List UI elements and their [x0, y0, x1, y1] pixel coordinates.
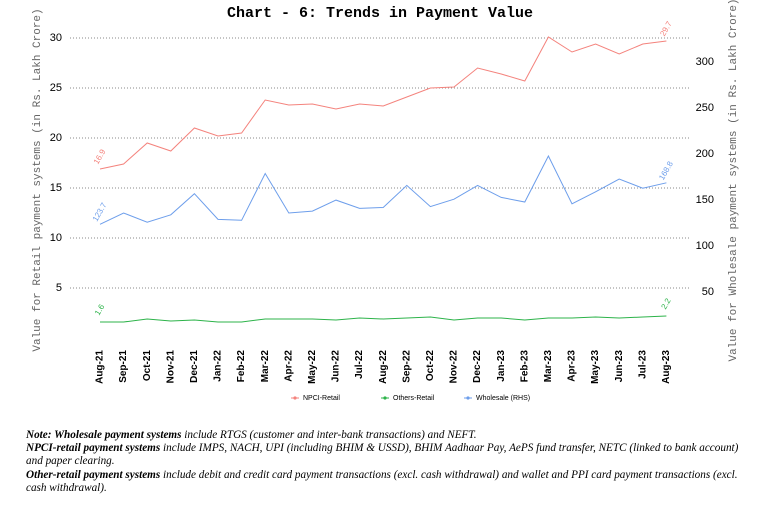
x-tick-label: Oct-22 [425, 350, 436, 382]
x-tick-label: Apr-22 [283, 350, 294, 382]
legend-marker [466, 396, 470, 400]
data-label: 29.7 [658, 19, 674, 37]
y2-tick-label: 250 [696, 102, 714, 114]
note-text: include IMPS, NACH, UPI (including BHIM … [26, 442, 739, 468]
data-label: 1.6 [93, 302, 107, 317]
legend-label: NPCI-Retail [303, 395, 340, 402]
x-tick-label: Oct-21 [142, 350, 153, 382]
note-bold: Note: Wholesale payment systems [26, 429, 182, 441]
x-tick-label: Mar-23 [543, 350, 554, 383]
y-tick-label: 10 [50, 232, 62, 244]
x-tick-label: Aug-22 [378, 350, 389, 384]
legend-marker [293, 396, 297, 400]
legend-marker [383, 396, 387, 400]
y-tick-label: 5 [56, 282, 62, 294]
x-tick-label: Sep-22 [401, 350, 412, 383]
legend-label: Wholesale (RHS) [476, 395, 530, 402]
x-tick-label: Jul-22 [354, 350, 365, 379]
note-bold: Other-retail payment systems [26, 468, 161, 481]
series-line [99, 154, 667, 225]
note-text: include RTGS (customer and inter-bank tr… [181, 429, 477, 441]
x-tick-label: Jun-22 [331, 350, 342, 383]
x-tick-label: Sep-21 [118, 350, 129, 383]
chart-title: Chart - 6: Trends in Payment Value [227, 5, 533, 22]
y2-tick-label: 100 [696, 240, 714, 252]
data-label: 123.7 [91, 201, 109, 223]
data-label: 16.9 [92, 147, 108, 165]
chart: Chart - 6: Trends in Payment Value Value… [32, 0, 740, 402]
note-bold: NPCI-retail payment systems [26, 442, 161, 455]
legend-label: Others-Retail [393, 395, 435, 402]
x-tick-label: Dec-22 [472, 350, 483, 383]
note: Other-retail payment systems include deb… [26, 469, 751, 495]
series-line [99, 36, 667, 170]
x-tick-label: Aug-21 [95, 350, 106, 384]
x-tick-label: Feb-23 [519, 350, 530, 383]
x-tick-label: Aug-23 [661, 350, 672, 384]
y-tick-label: 15 [50, 182, 62, 194]
note: NPCI-retail payment systems include IMPS… [26, 442, 751, 468]
x-tick-label: May-23 [590, 350, 601, 384]
data-label: 168.8 [657, 159, 675, 181]
y2-tick-label: 300 [696, 56, 714, 68]
x-tick-label: Nov-22 [449, 350, 460, 384]
note-text: include debit and credit card payment tr… [26, 468, 738, 494]
x-tick-label: Apr-23 [567, 350, 578, 382]
x-tick-label: Mar-22 [260, 350, 271, 383]
y2-axis-title: Value for Wholesale payment systems (in … [728, 0, 740, 362]
y-axis-title: Value for Retail payment systems (in Rs.… [32, 8, 44, 351]
y-tick-label: 20 [50, 132, 62, 144]
x-tick-label: Jan-22 [213, 350, 224, 382]
data-label: 2.2 [659, 296, 673, 311]
x-tick-label: Dec-21 [189, 350, 200, 383]
y2-tick-label: 50 [702, 286, 714, 298]
series-line [100, 315, 667, 323]
x-tick-label: Jul-23 [637, 350, 648, 379]
x-tick-label: Jan-23 [496, 350, 507, 382]
y-tick-label: 30 [50, 32, 62, 44]
x-tick-label: Jun-23 [614, 350, 625, 383]
y-tick-label: 25 [50, 82, 62, 94]
y2-tick-label: 200 [696, 148, 714, 160]
x-tick-label: Feb-22 [236, 350, 247, 383]
y2-tick-label: 150 [696, 194, 714, 206]
x-tick-label: Nov-21 [165, 350, 176, 384]
notes: Note: Wholesale payment systems include … [26, 429, 751, 495]
x-tick-label: May-22 [307, 350, 318, 384]
note: Note: Wholesale payment systems include … [26, 429, 751, 442]
